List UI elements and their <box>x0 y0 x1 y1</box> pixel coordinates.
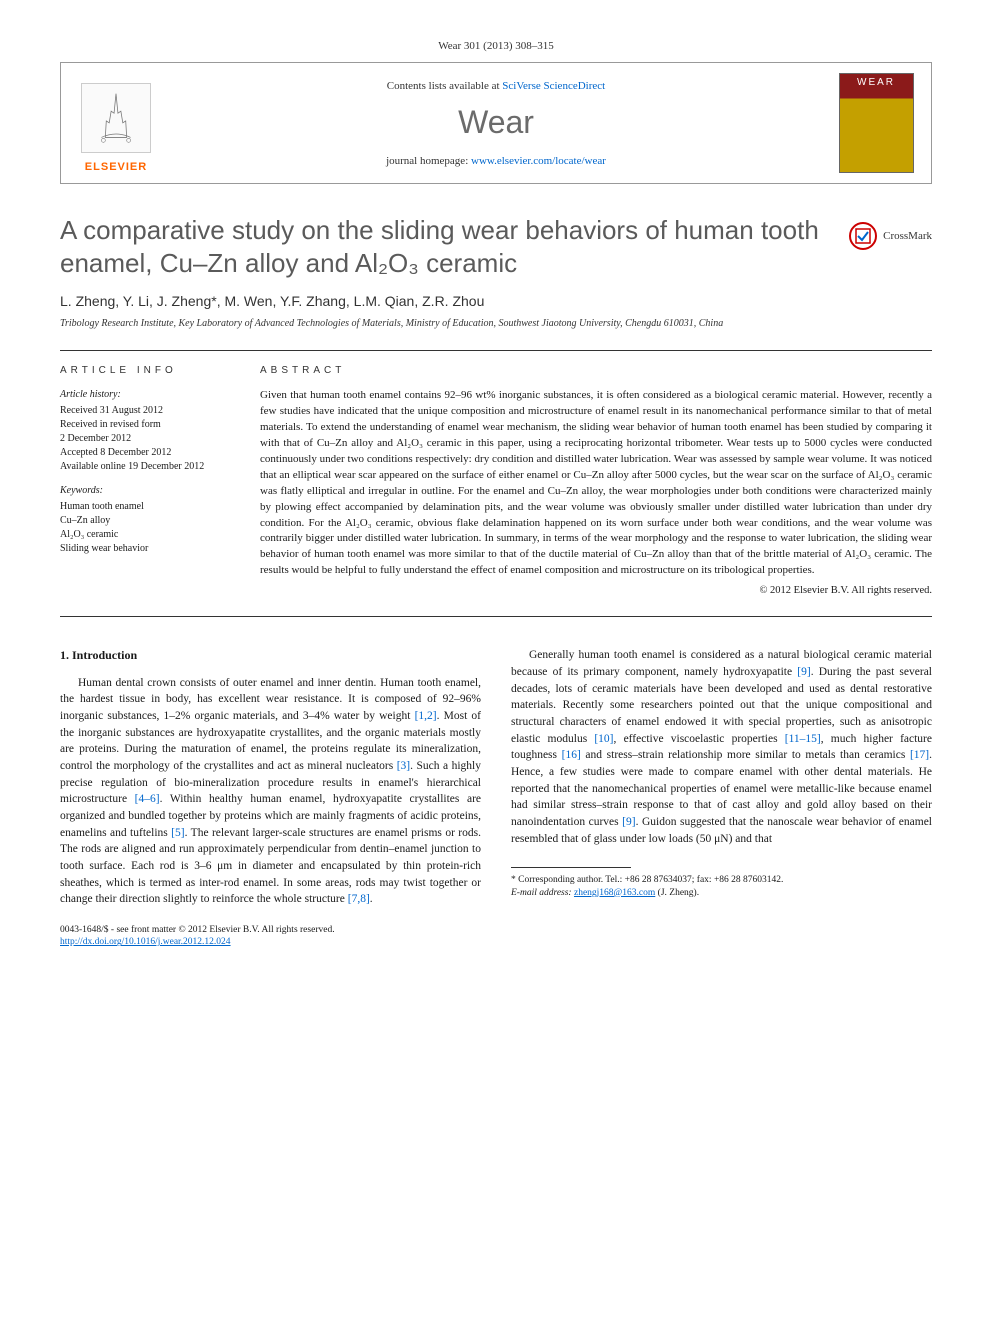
cover-title: WEAR <box>840 77 913 88</box>
keyword: Human tooth enamel <box>60 500 240 514</box>
citation-link[interactable]: [5] <box>171 827 184 839</box>
text: . <box>370 893 373 905</box>
affiliation: Tribology Research Institute, Key Labora… <box>60 317 932 330</box>
header-center: Contents lists available at SciVerse Sci… <box>171 63 821 183</box>
homepage-link[interactable]: www.elsevier.com/locate/wear <box>471 155 606 167</box>
article-info-heading: ARTICLE INFO <box>60 365 240 376</box>
history-line: Received in revised form <box>60 418 240 432</box>
crossmark-badge[interactable]: CrossMark <box>849 222 932 250</box>
citation-link[interactable]: [16] <box>562 749 581 761</box>
citation-link[interactable]: [4–6] <box>135 793 160 805</box>
authors: L. Zheng, Y. Li, J. Zheng*, M. Wen, Y.F.… <box>60 293 932 309</box>
article-title: A comparative study on the sliding wear … <box>60 214 829 279</box>
history-line: Accepted 8 December 2012 <box>60 446 240 460</box>
email-label: E-mail address: <box>511 888 574 898</box>
homepage-prefix: journal homepage: <box>386 155 471 167</box>
doi-link[interactable]: http://dx.doi.org/10.1016/j.wear.2012.12… <box>60 937 231 947</box>
article-info-column: ARTICLE INFO Article history: Received 3… <box>60 365 260 596</box>
homepage-line: journal homepage: www.elsevier.com/locat… <box>171 155 821 167</box>
section-heading: 1. Introduction <box>60 647 481 664</box>
history-line: 2 December 2012 <box>60 432 240 446</box>
citation-link[interactable]: [10] <box>594 733 613 745</box>
abstract-column: ABSTRACT Given that human tooth enamel c… <box>260 365 932 596</box>
journal-cover-icon: WEAR <box>839 73 914 173</box>
history-line: Received 31 August 2012 <box>60 404 240 418</box>
citation-link[interactable]: [3] <box>397 760 410 772</box>
contents-line: Contents lists available at SciVerse Sci… <box>171 80 821 92</box>
abstract-text: Given that human tooth enamel contains 9… <box>260 388 932 579</box>
keyword: Al₂O₃ ceramic <box>60 528 240 542</box>
sciencedirect-link[interactable]: SciVerse ScienceDirect <box>502 80 605 92</box>
abstract-heading: ABSTRACT <box>260 365 932 376</box>
journal-header: ELSEVIER Contents lists available at Sci… <box>60 62 932 184</box>
citation-link[interactable]: [9] <box>797 666 810 678</box>
publisher-block: ELSEVIER <box>61 63 171 183</box>
footnote-tel: * Corresponding author. Tel.: +86 28 876… <box>511 874 932 886</box>
citation-link[interactable]: [1,2] <box>415 710 437 722</box>
contents-prefix: Contents lists available at <box>387 80 502 92</box>
citation-link[interactable]: [9] <box>622 816 635 828</box>
crossmark-label: CrossMark <box>883 230 932 242</box>
footer-copyright: 0043-1648/$ - see front matter © 2012 El… <box>60 924 932 936</box>
crossmark-icon <box>849 222 877 250</box>
citation-link[interactable]: [17] <box>910 749 929 761</box>
citation-link[interactable]: [11–15] <box>785 733 821 745</box>
email-link[interactable]: zhengj168@163.com <box>574 888 655 898</box>
email-suffix: (J. Zheng). <box>655 888 699 898</box>
publisher-name: ELSEVIER <box>85 161 147 173</box>
text: and stress–strain relationship more simi… <box>581 749 910 761</box>
journal-reference: Wear 301 (2013) 308–315 <box>60 40 932 52</box>
cover-block: WEAR <box>821 63 931 183</box>
keywords-label: Keywords: <box>60 484 240 498</box>
intro-paragraph-2: Generally human tooth enamel is consider… <box>511 647 932 847</box>
corresponding-author-footnote: * Corresponding author. Tel.: +86 28 876… <box>511 874 932 899</box>
abstract-copyright: © 2012 Elsevier B.V. All rights reserved… <box>260 585 932 596</box>
body-columns: 1. Introduction Human dental crown consi… <box>60 647 932 908</box>
page-footer: 0043-1648/$ - see front matter © 2012 El… <box>60 924 932 949</box>
keyword: Cu–Zn alloy <box>60 514 240 528</box>
text: , effective viscoelastic properties <box>614 733 785 745</box>
footnote-email-line: E-mail address: zhengj168@163.com (J. Zh… <box>511 887 932 899</box>
history-line: Available online 19 December 2012 <box>60 460 240 474</box>
elsevier-tree-icon <box>81 83 151 153</box>
intro-paragraph-1: Human dental crown consists of outer ena… <box>60 675 481 908</box>
journal-name: Wear <box>171 104 821 141</box>
keyword: Sliding wear behavior <box>60 542 240 556</box>
history-label: Article history: <box>60 388 240 402</box>
citation-link[interactable]: [7,8] <box>348 893 370 905</box>
footnote-separator <box>511 867 631 868</box>
